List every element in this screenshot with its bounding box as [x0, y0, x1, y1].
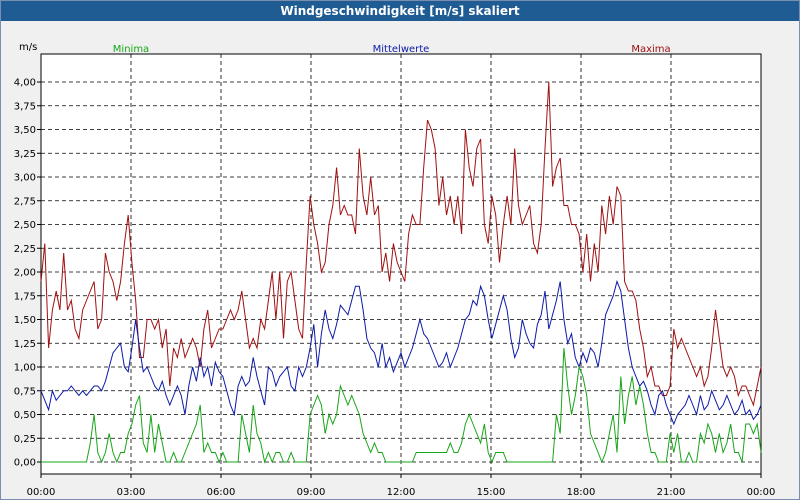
y-tick-label: 1,00: [14, 363, 36, 374]
y-tick-label: 1,75: [14, 291, 36, 302]
y-tick-label: 2,25: [14, 244, 36, 255]
y-tick-label: 1,50: [14, 315, 36, 326]
y-tick-label: 0,00: [14, 458, 36, 469]
y-tick-label: 2,75: [14, 196, 36, 207]
y-tick-label: 0,25: [14, 434, 36, 445]
y-tick-label: 2,00: [14, 268, 36, 279]
series-layer: [40, 81, 762, 464]
chart-area: 0,00 0,25 0,50 0,75 1,00 1,25 1,50 1,75 2,00 2,25…: [14, 42, 776, 498]
y-axis-label: m/s: [19, 42, 37, 53]
y-axis: 0,00 0,25 0,50 0,75 1,00 1,25 1,50 1,75 2,00 2,25…: [14, 78, 41, 469]
series-line-mittelwerte: [40, 279, 762, 426]
x-tick-time: 06:00: [207, 487, 236, 498]
x-axis: 00:0003.09.1303:0003.09.1306:0003.09.130…: [27, 474, 776, 498]
y-tick-label: 3,00: [14, 173, 36, 184]
y-tick-label: 2,50: [14, 220, 36, 231]
y-tick-label: 3,50: [14, 125, 36, 136]
legend-item-mittelwerte: Mittelwerte: [373, 44, 430, 55]
legend-item-minima: Minima: [113, 44, 149, 55]
y-tick-label: 3,25: [14, 149, 36, 160]
x-tick-time: 09:00: [297, 487, 326, 498]
y-tick-label: 0,50: [14, 410, 36, 421]
y-tick-label: 3,75: [14, 101, 36, 112]
legend: Minima Mittelwerte Maxima: [113, 44, 671, 55]
legend-item-maxima: Maxima: [631, 44, 670, 55]
y-tick-label: 1,25: [14, 339, 36, 350]
series-line-minima: [41, 347, 762, 464]
x-tick-time: 18:00: [567, 487, 596, 498]
x-tick-time: 21:00: [657, 487, 686, 498]
x-tick-time: 15:00: [477, 487, 506, 498]
series-line-maxima: [40, 81, 762, 407]
x-tick-time: 00:00: [27, 487, 56, 498]
x-tick-time: 12:00: [387, 487, 416, 498]
x-tick-time: 03:00: [117, 487, 146, 498]
x-tick-time: 00:00: [747, 487, 776, 498]
y-tick-label: 4,00: [14, 78, 36, 89]
y-tick-label: 0,75: [14, 386, 36, 397]
window-title: Windgeschwindigkeit [m/s] skaliert: [1, 1, 799, 21]
